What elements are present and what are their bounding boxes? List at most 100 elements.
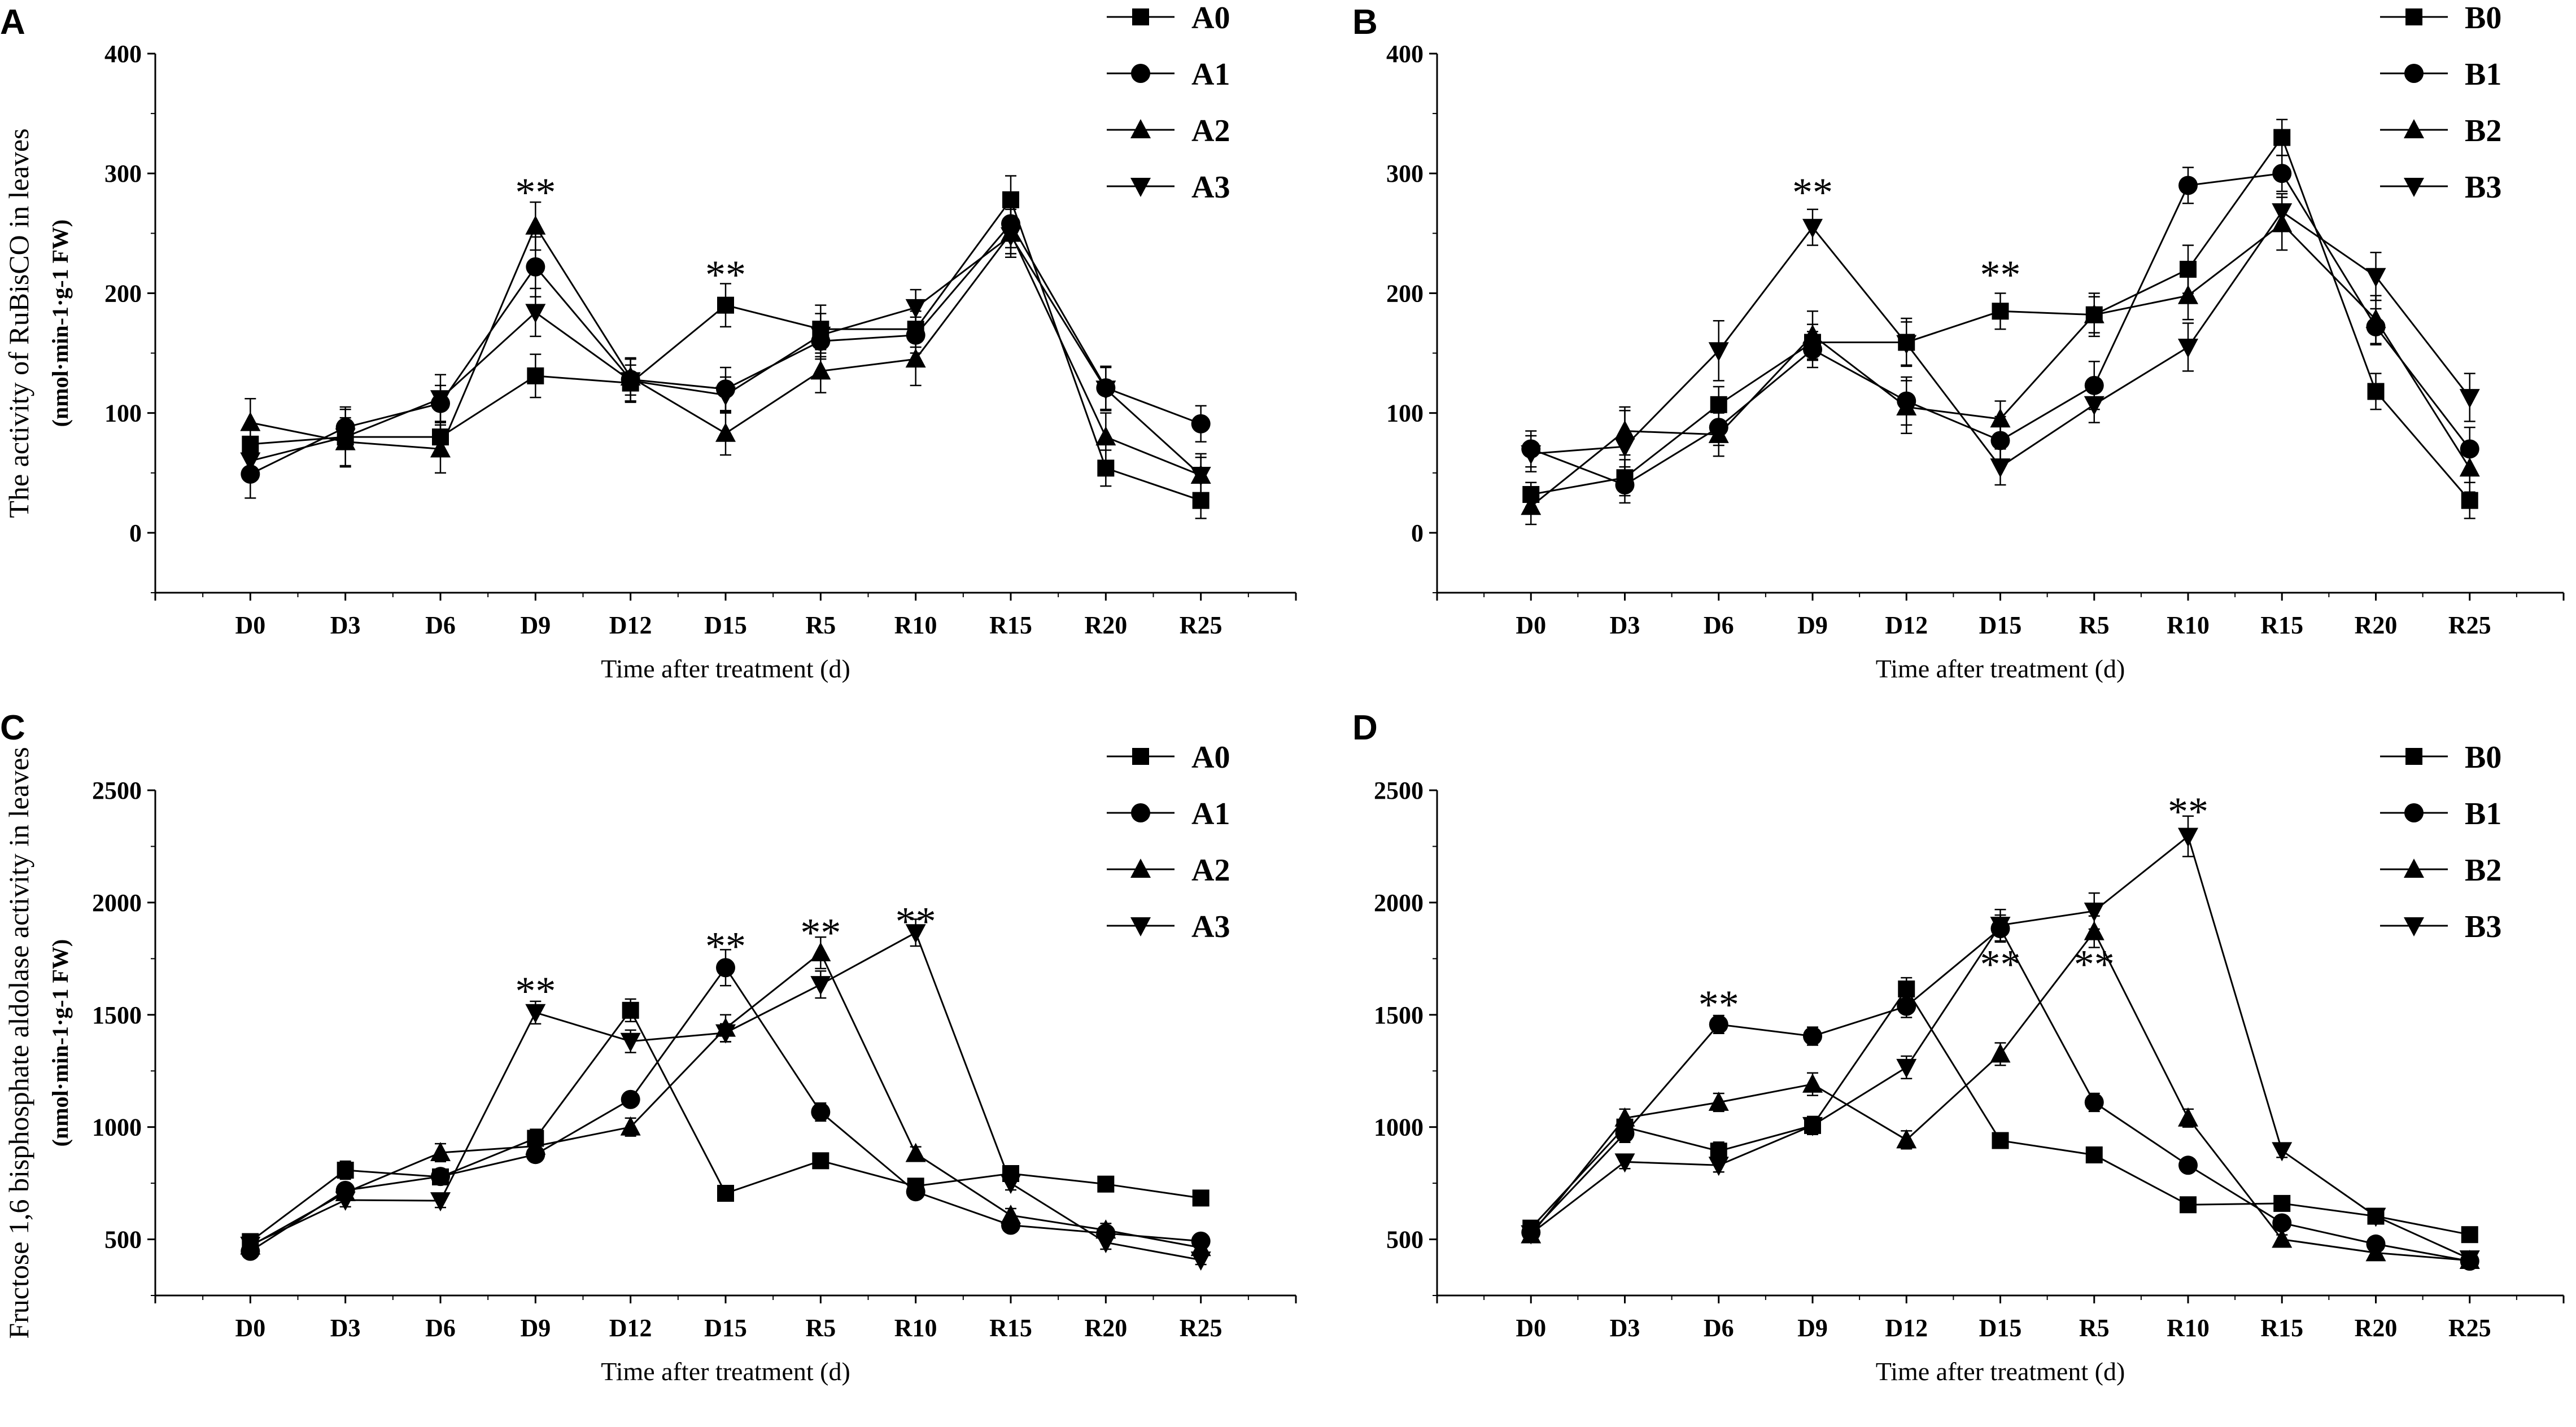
legend-label: B2	[2465, 853, 2501, 888]
x-tick-label: R15	[2260, 1314, 2303, 1342]
significance-mark: **	[2074, 942, 2115, 987]
x-axis-title: Time after treatment (d)	[601, 1357, 850, 1386]
data-point	[1802, 324, 1823, 344]
data-point	[1990, 431, 2010, 450]
x-tick-label: D6	[1704, 611, 1734, 639]
data-point	[905, 924, 926, 944]
legend-item: B3	[2380, 170, 2501, 205]
x-tick-label: R5	[805, 611, 836, 639]
legend-marker	[2404, 803, 2424, 822]
y-tick-label: 500	[1386, 1226, 1424, 1254]
legend-label: B3	[2465, 170, 2501, 205]
data-point	[1614, 1107, 1635, 1127]
x-tick-label: R25	[2448, 611, 2491, 639]
x-tick-label: R20	[2355, 1314, 2398, 1342]
x-tick-label: D15	[704, 1314, 747, 1342]
y-tick-label: 100	[1386, 400, 1424, 427]
data-point	[2365, 1207, 2386, 1227]
y-tick-label: 1500	[1374, 1001, 1424, 1029]
legend-marker	[1130, 859, 1151, 878]
data-point	[1095, 380, 1116, 400]
legend-label: A0	[1191, 740, 1230, 775]
data-point	[2084, 396, 2105, 415]
legend-label: A3	[1191, 170, 1230, 205]
data-point	[715, 386, 736, 406]
x-tick-label: R25	[1180, 611, 1222, 639]
legend-marker	[1131, 64, 1150, 83]
data-point	[1896, 335, 1917, 354]
y-axis-unit: (nmol·min-1·g-1 FW)	[47, 220, 73, 427]
data-point	[526, 257, 545, 277]
data-point	[431, 1167, 450, 1187]
data-point	[1708, 1157, 1729, 1176]
x-tick-label: D9	[1797, 1314, 1828, 1342]
legend-item: A2	[1107, 113, 1230, 148]
series-line	[250, 966, 1201, 1252]
legend-item: A3	[1107, 909, 1230, 944]
legend-marker	[1130, 917, 1151, 936]
data-point	[1615, 1123, 1635, 1143]
data-point	[1521, 445, 1542, 465]
x-tick-label: D3	[330, 611, 361, 639]
x-tick-label: D9	[1797, 611, 1828, 639]
y-axis-title: Fructose 1,6 bisphosphate aldolase activ…	[3, 747, 34, 1338]
data-point	[1802, 1117, 1823, 1136]
legend-item: B2	[2380, 853, 2501, 888]
data-point	[2272, 1142, 2293, 1162]
x-tick-label: R10	[894, 1314, 937, 1342]
data-point	[1990, 1043, 2011, 1063]
data-point	[2178, 338, 2198, 358]
legend-marker	[1132, 748, 1149, 765]
x-tick-label: D12	[1885, 611, 1928, 639]
y-tick-label: 2500	[1374, 777, 1424, 804]
x-tick-label: D6	[1704, 1314, 1734, 1342]
data-point	[335, 1191, 356, 1211]
legend-marker	[1131, 803, 1150, 822]
x-tick-label: R15	[989, 611, 1032, 639]
legend-label: A1	[1191, 796, 1230, 831]
x-tick-label: R5	[2079, 611, 2110, 639]
x-tick-label: R25	[2448, 1314, 2491, 1342]
data-point	[1990, 408, 2011, 428]
data-point	[1095, 426, 1116, 446]
y-tick-label: 500	[104, 1226, 142, 1254]
x-tick-label: R10	[2167, 611, 2210, 639]
y-tick-label: 0	[129, 519, 142, 547]
data-point	[1708, 342, 1729, 362]
data-point	[812, 1152, 829, 1170]
y-tick-label: 2000	[92, 889, 142, 917]
legend-item: A2	[1107, 853, 1230, 888]
legend-marker	[1130, 178, 1151, 197]
series-line	[1530, 987, 2470, 1236]
data-point	[715, 1024, 736, 1044]
data-point	[525, 1004, 546, 1023]
data-point	[430, 438, 451, 458]
legend-label: B3	[2465, 909, 2501, 944]
x-tick-label: R5	[805, 1314, 836, 1342]
data-point	[1896, 1058, 1917, 1078]
data-point	[2272, 164, 2292, 183]
legend-item: B1	[2380, 57, 2501, 92]
data-point	[1190, 467, 1211, 487]
data-point	[2273, 1194, 2291, 1212]
data-point	[906, 1182, 925, 1202]
x-tick-label: D0	[1516, 611, 1546, 639]
data-point	[1990, 458, 2011, 478]
series-a2	[240, 201, 1211, 494]
data-point	[905, 348, 926, 368]
x-tick-label: D12	[609, 611, 652, 639]
legend-label: A3	[1191, 909, 1230, 944]
y-tick-label: 0	[1411, 519, 1424, 547]
y-tick-label: 300	[1386, 160, 1424, 187]
x-tick-label: D15	[1979, 611, 2022, 639]
data-point	[620, 1116, 641, 1136]
panel-letter: C	[0, 708, 25, 747]
data-point	[717, 1185, 734, 1202]
y-tick-label: 100	[104, 400, 142, 427]
data-point	[810, 360, 831, 380]
data-point	[811, 1102, 831, 1122]
data-point	[2272, 203, 2293, 223]
panel-letter: A	[0, 3, 25, 42]
x-tick-label: R15	[989, 1314, 1032, 1342]
data-point	[1896, 396, 1917, 416]
